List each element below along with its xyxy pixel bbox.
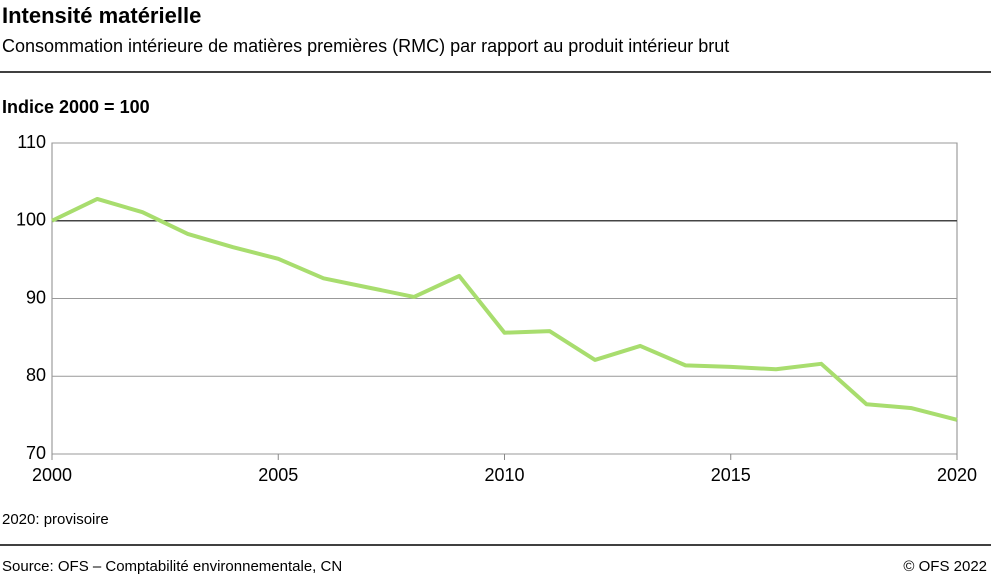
note: 2020: provisoire [2, 511, 109, 528]
chart-subtitle: Consommation intérieure de matières prem… [2, 36, 729, 56]
y-tick-label: 90 [26, 287, 46, 307]
x-tick-label: 2010 [484, 465, 524, 485]
y-axis-label: Indice 2000 = 100 [2, 97, 150, 117]
chart-title: Intensité matérielle [2, 3, 201, 28]
data-line [51, 196, 958, 422]
x-tick-label: 2015 [711, 465, 751, 485]
y-tick-label: 110 [17, 132, 46, 152]
x-tick-label: 2020 [937, 465, 977, 485]
x-tick-label: 2000 [32, 465, 72, 485]
source: Source: OFS – Comptabilité environnement… [2, 558, 342, 575]
y-tick-label: 70 [26, 443, 46, 463]
x-tick-label: 2005 [258, 465, 298, 485]
y-tick-label: 100 [16, 210, 46, 230]
y-tick-label: 80 [26, 365, 46, 385]
copyright: © OFS 2022 [903, 558, 987, 575]
